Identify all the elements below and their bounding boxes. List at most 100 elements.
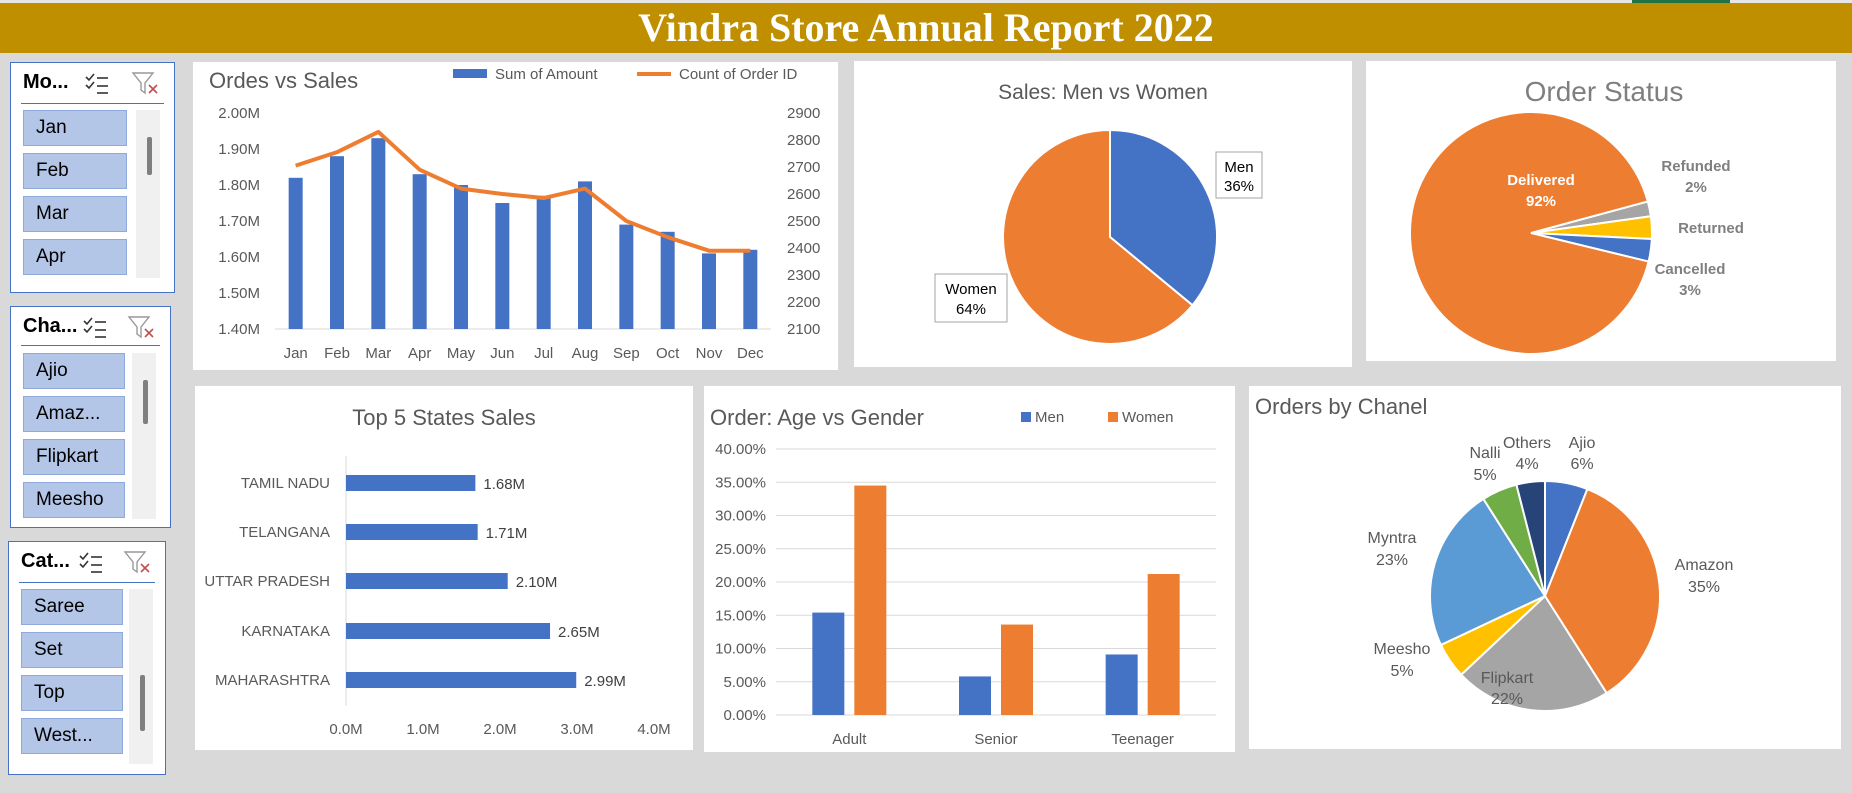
sales-men-vs-women-svg: Sales: Men vs Women Men 36% Women 64%	[934, 81, 1263, 345]
month-slicer[interactable]: Mo... Jan Feb Mar Apr	[10, 62, 175, 293]
line-count-of-order-id	[295, 129, 751, 253]
order-age-vs-gender-chart[interactable]: Order: Age vs Gender Men Women 40.00% 35.00%…	[704, 386, 1235, 752]
pct-others: 4%	[1515, 456, 1538, 473]
x-tick-jun: Jun	[490, 345, 514, 362]
pct-meesho: 5%	[1390, 663, 1413, 680]
legend-swatch-women	[1108, 412, 1118, 422]
x-tick-adult: Adult	[832, 731, 867, 748]
x-tick-dec: Dec	[737, 345, 764, 362]
slicer-header: Cha...	[23, 315, 78, 337]
label-cancelled: Cancelled	[1655, 261, 1726, 278]
slicer-item-mar[interactable]: Mar	[23, 196, 127, 232]
report-banner: Vindra Store Annual Report 2022	[0, 3, 1852, 53]
slicer-item-set[interactable]: Set	[21, 632, 123, 668]
y-tick-right: 2400	[787, 240, 820, 257]
y-tick-left: 1.40M	[218, 321, 260, 338]
slicer-item-apr[interactable]: Apr	[23, 239, 127, 275]
y-tick-left: 1.60M	[218, 249, 260, 266]
label-returned: Returned	[1678, 220, 1744, 237]
y-tick-left: 2.00M	[218, 105, 260, 122]
x-tick-jan: Jan	[284, 345, 308, 362]
y-tick: 30.00%	[715, 508, 766, 525]
slicer-scrollbar[interactable]	[132, 353, 156, 519]
label-women: Women	[945, 281, 996, 298]
clear-filter-icon[interactable]	[127, 315, 155, 346]
slicer-header-divider	[21, 103, 164, 104]
x-tick-oct: Oct	[656, 345, 680, 362]
y-tick-uttar-pradesh: UTTAR PRADESH	[204, 573, 330, 590]
slicer-item-saree[interactable]: Saree	[21, 589, 123, 625]
bar-telangana	[346, 524, 478, 540]
x-tick: 4.0M	[637, 721, 670, 738]
clear-filter-icon[interactable]	[123, 550, 151, 581]
category-slicer[interactable]: Cat... Saree Set Top West...	[8, 541, 166, 775]
top-5-states-sales-chart[interactable]: Top 5 States Sales TAMIL NADU 1.68M TELANGA…	[195, 386, 693, 750]
bar-aug	[578, 181, 592, 329]
bar-teenager-women	[1147, 574, 1180, 715]
order-status-svg: Order Status Delivered 92% Refunded 2% Return…	[1409, 76, 1744, 355]
value-label-tamil-nadu: 1.68M	[483, 476, 525, 493]
pct-refunded: 2%	[1685, 179, 1707, 196]
bar-jan	[288, 177, 303, 329]
legend-label-count-of-order-id: Count of Order ID	[679, 66, 798, 83]
slice-others	[1515, 479, 1546, 597]
slicer-scroll-thumb[interactable]	[143, 380, 148, 424]
y-tick-right: 2600	[787, 186, 820, 203]
slicer-scroll-thumb[interactable]	[147, 137, 152, 175]
sales-men-vs-women-chart[interactable]: Sales: Men vs Women Men 36% Women 64%	[854, 61, 1352, 367]
clear-filter-icon[interactable]	[131, 71, 159, 102]
slicer-item-flipkart[interactable]: Flipkart	[23, 439, 125, 475]
chart-title: Order: Age vs Gender	[710, 405, 924, 430]
order-status-chart[interactable]: Order Status Delivered 92% Refunded 2% Return…	[1366, 61, 1836, 361]
y-tick-left: 1.70M	[218, 213, 260, 230]
label-flipkart: Flipkart	[1481, 670, 1534, 687]
y-tick: 5.00%	[723, 674, 766, 691]
x-tick: 1.0M	[406, 721, 439, 738]
multi-select-icon[interactable]	[85, 73, 109, 100]
pct-cancelled: 3%	[1679, 282, 1701, 299]
slicer-scroll-thumb[interactable]	[140, 675, 145, 731]
pct-myntra: 23%	[1376, 552, 1408, 569]
pct-ajio: 6%	[1570, 456, 1593, 473]
bar-tamil-nadu	[346, 475, 476, 491]
channel-slicer[interactable]: Cha... Ajio Amaz... Flipkart Meesho	[10, 306, 171, 528]
label-men: Men	[1224, 159, 1253, 176]
pct-women: 64%	[956, 301, 986, 318]
bar-senior-women	[1001, 624, 1033, 715]
slicer-item-feb[interactable]: Feb	[23, 153, 127, 189]
slice-men	[1109, 128, 1218, 307]
bar-jun	[495, 203, 510, 329]
multi-select-icon[interactable]	[83, 317, 107, 344]
pct-nalli: 5%	[1473, 467, 1496, 484]
value-label-telangana: 1.71M	[486, 525, 528, 542]
slicer-item-ajio[interactable]: Ajio	[23, 353, 125, 389]
slice-delivered	[1409, 111, 1650, 355]
orders-by-channel-chart[interactable]: Orders by Chanel Ajio 6% Amazon 35% Flipkart 2…	[1249, 386, 1841, 749]
slicer-item-top[interactable]: Top	[21, 675, 123, 711]
label-myntra: Myntra	[1368, 530, 1417, 547]
slicer-item-jan[interactable]: Jan	[23, 110, 127, 146]
y-tick-karnataka: KARNATAKA	[241, 623, 330, 640]
label-ajio: Ajio	[1569, 435, 1596, 452]
top-5-states-sales-svg: Top 5 States Sales TAMIL NADU 1.68M TELANGA…	[204, 405, 670, 738]
bar-maharashtra	[346, 672, 577, 688]
bar-uttar-pradesh	[346, 573, 508, 589]
slicer-header: Cat...	[21, 550, 70, 572]
slicer-item-western[interactable]: West...	[21, 718, 123, 754]
slicer-scrollbar[interactable]	[136, 110, 160, 278]
slicer-item-amazon[interactable]: Amaz...	[23, 396, 125, 432]
orders-vs-sales-chart[interactable]: Ordes vs Sales Sum of Amount Count of Orde…	[193, 62, 838, 370]
x-tick-apr: Apr	[408, 345, 431, 362]
y-tick: 40.00%	[715, 441, 766, 458]
bar-sep	[619, 224, 634, 329]
legend-swatch-sum-of-amount	[453, 69, 487, 78]
x-tick-aug: Aug	[572, 345, 599, 362]
multi-select-icon[interactable]	[79, 552, 103, 579]
value-label-uttar-pradesh: 2.10M	[516, 574, 558, 591]
active-column-marker	[1632, 0, 1730, 3]
sheet-column-strip	[0, 0, 1852, 3]
bar-senior-men	[959, 676, 991, 715]
y-tick-right: 2800	[787, 132, 820, 149]
slicer-item-meesho[interactable]: Meesho	[23, 482, 125, 518]
bar-apr	[412, 174, 427, 329]
